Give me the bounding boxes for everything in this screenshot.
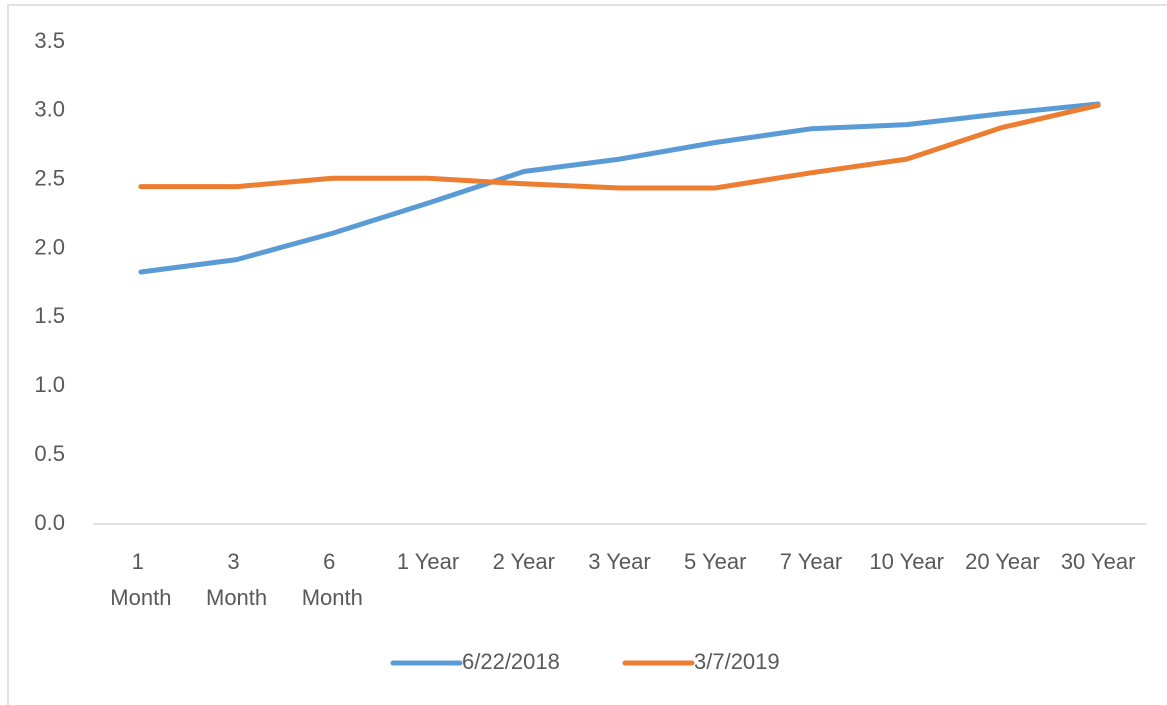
series-line	[138, 101, 1101, 275]
x-tick-label: 20 Year	[965, 549, 1040, 574]
x-tick-label: 10 Year	[869, 549, 944, 574]
legend-label: 3/7/2019	[694, 649, 780, 674]
x-tick-label: 5 Year	[684, 549, 746, 574]
x-tick-label: 30 Year	[1061, 549, 1136, 574]
y-tick-label: 2.5	[34, 166, 65, 191]
x-tick-label: 1 Year	[397, 549, 459, 574]
legend-label: 6/22/2018	[462, 649, 560, 674]
x-tick-label: 7 Year	[780, 549, 842, 574]
chart-frame	[7, 4, 1167, 705]
y-tick-label: 1.0	[34, 372, 65, 397]
y-tick-label: 1.5	[34, 303, 65, 328]
x-tick-label: 2 Year	[493, 549, 555, 574]
x-tick-label: 3 Month	[206, 549, 267, 610]
y-tick-label: 3.0	[34, 97, 65, 122]
x-tick-label: 3 Year	[588, 549, 650, 574]
y-tick-label: 3.5	[34, 28, 65, 53]
x-tick-label: 6 Month	[302, 549, 363, 610]
y-tick-label: 2.0	[34, 234, 65, 259]
y-tick-label: 0.0	[34, 510, 65, 535]
x-tick-label: 1 Month	[110, 549, 171, 610]
series-line	[138, 102, 1101, 191]
y-tick-label: 0.5	[34, 441, 65, 466]
